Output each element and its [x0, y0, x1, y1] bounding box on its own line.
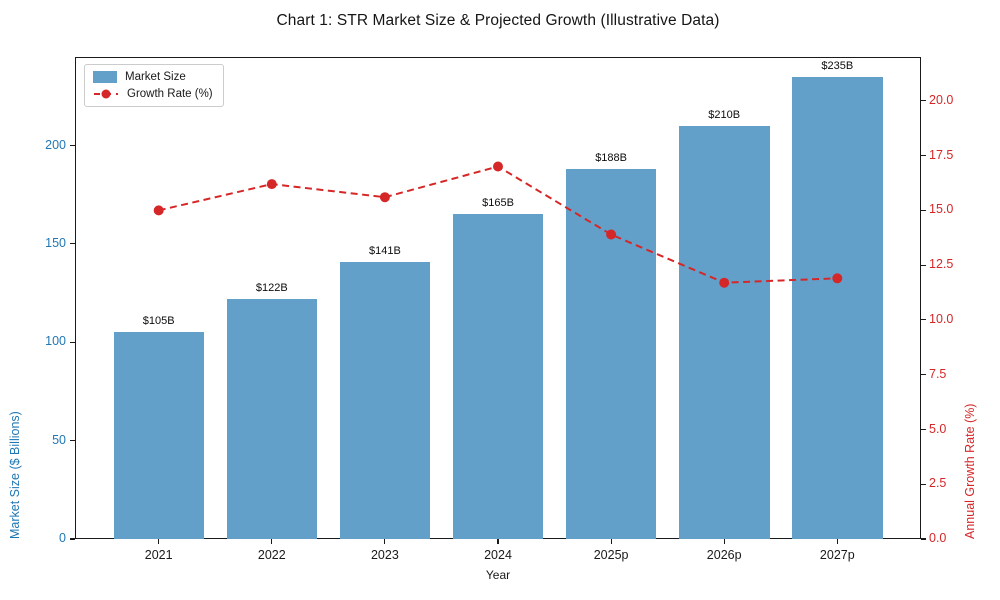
y-right-tick-label: 7.5: [929, 366, 947, 381]
y-right-tick-label: 12.5: [929, 257, 954, 272]
y-left-tickmark: [70, 440, 75, 442]
x-tick-label-2022: 2022: [257, 548, 286, 562]
y-right-tick-label: 2.5: [929, 476, 947, 491]
y-right-tick-label: 17.5: [929, 147, 954, 162]
bar-value-label-2026p: $210B: [708, 108, 741, 121]
bar-value-label-2023: $141B: [368, 244, 401, 257]
bar-2023: [339, 261, 431, 539]
y-right-tickmark: [921, 264, 926, 266]
bar-value-label-2025p: $188B: [595, 152, 627, 165]
x-tickmark: [610, 539, 612, 544]
x-tick-label-2025p: 2025p: [593, 548, 629, 562]
y-left-tickmark: [70, 144, 75, 147]
x-tick-label-2027p: 2027p: [819, 548, 855, 562]
y-right-tickmark: [921, 483, 926, 485]
y-right-tickmark: [921, 209, 926, 211]
growth-point-2027p: [832, 273, 843, 284]
x-tick-label-2024: 2024: [484, 548, 512, 562]
bar-2026p: [679, 125, 770, 539]
y-right-tickmark: [921, 100, 926, 102]
y-left-tick-label: 100: [45, 334, 66, 349]
growth-point-2026p: [719, 277, 730, 288]
bar-swatch-icon: [93, 71, 117, 83]
y-right-tick-label: 15.0: [929, 202, 954, 217]
y-right-tick-label: 20.0: [929, 92, 954, 107]
bar-value-label-2022: $122B: [255, 282, 288, 294]
y-right-tickmark: [921, 428, 926, 431]
y-right-tick-label: 10.0: [929, 311, 954, 326]
y-left-tickmark: [70, 243, 75, 245]
bar-value-label-2027p: $235B: [821, 59, 854, 72]
y-left-tick-label: 0: [59, 531, 66, 545]
x-tick-label-2023: 2023: [370, 548, 399, 562]
x-tickmark: [723, 539, 725, 544]
bar-value-label-2024: $165B: [482, 197, 514, 210]
y-right-tick-label: 0.0: [929, 531, 947, 545]
x-tickmark: [384, 539, 386, 544]
y-right-tick-label: 5.0: [929, 421, 947, 436]
growth-point-2024: [493, 161, 503, 172]
y-right-tickmark: [921, 319, 926, 321]
x-tick-label-2026p: 2026p: [706, 548, 742, 562]
y-right-tickmark: [921, 155, 926, 157]
chart-title: Chart 1: STR Market Size & Projected Gro…: [276, 12, 720, 29]
growth-point-2025p: [606, 229, 617, 240]
legend-label: Growth Rate (%): [127, 88, 213, 100]
y-right-tickmark: [921, 374, 926, 376]
legend-item-growth-rate: Growth Rate (%): [93, 88, 213, 100]
bar-2027p: [792, 76, 883, 539]
bar-2022: [226, 299, 318, 539]
growth-point-2023: [379, 192, 390, 203]
y-left-tick-label: 50: [52, 432, 66, 447]
legend-item-market-size: Market Size: [93, 71, 213, 83]
y-right-tickmark: [921, 538, 926, 540]
x-tick-label-2021: 2021: [144, 548, 173, 562]
x-tickmark: [158, 539, 160, 544]
x-tickmark: [497, 539, 499, 544]
legend: Market Size Growth Rate (%): [84, 64, 224, 107]
bar-value-label-2021: $105B: [142, 315, 175, 328]
y-left-tick-label: 150: [45, 235, 66, 250]
bar-2021: [113, 332, 204, 539]
bar-2024: [452, 214, 544, 539]
growth-point-2021: [153, 205, 164, 216]
dashed-line-marker-icon: [94, 89, 118, 99]
y-left-tickmark: [70, 538, 75, 540]
y-left-tick-label: 200: [45, 137, 66, 152]
y-left-tickmark: [70, 341, 75, 343]
growth-point-2022: [266, 179, 277, 190]
legend-label: Market Size: [125, 71, 186, 83]
x-tickmark: [271, 539, 273, 544]
x-axis-label: Year: [485, 568, 511, 582]
x-tickmark: [836, 539, 838, 544]
